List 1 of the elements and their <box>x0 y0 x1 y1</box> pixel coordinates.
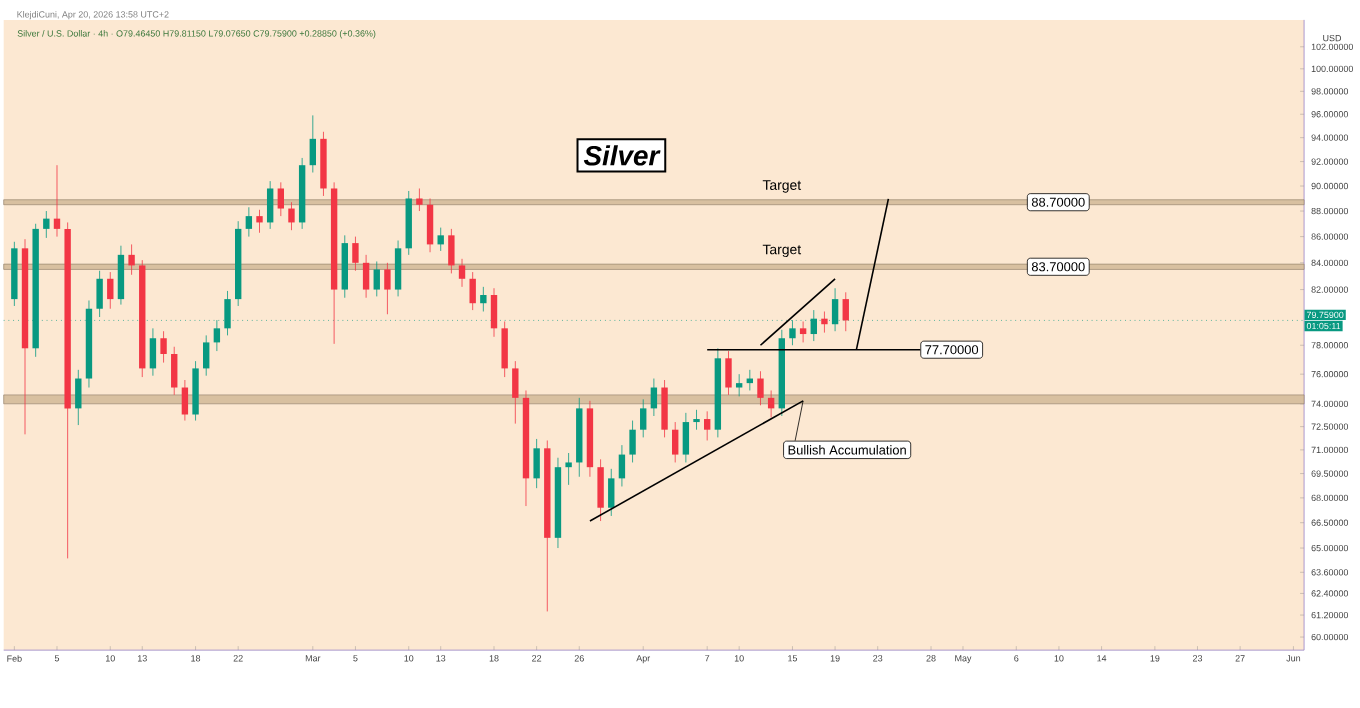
text: Silver <box>583 145 661 166</box>
